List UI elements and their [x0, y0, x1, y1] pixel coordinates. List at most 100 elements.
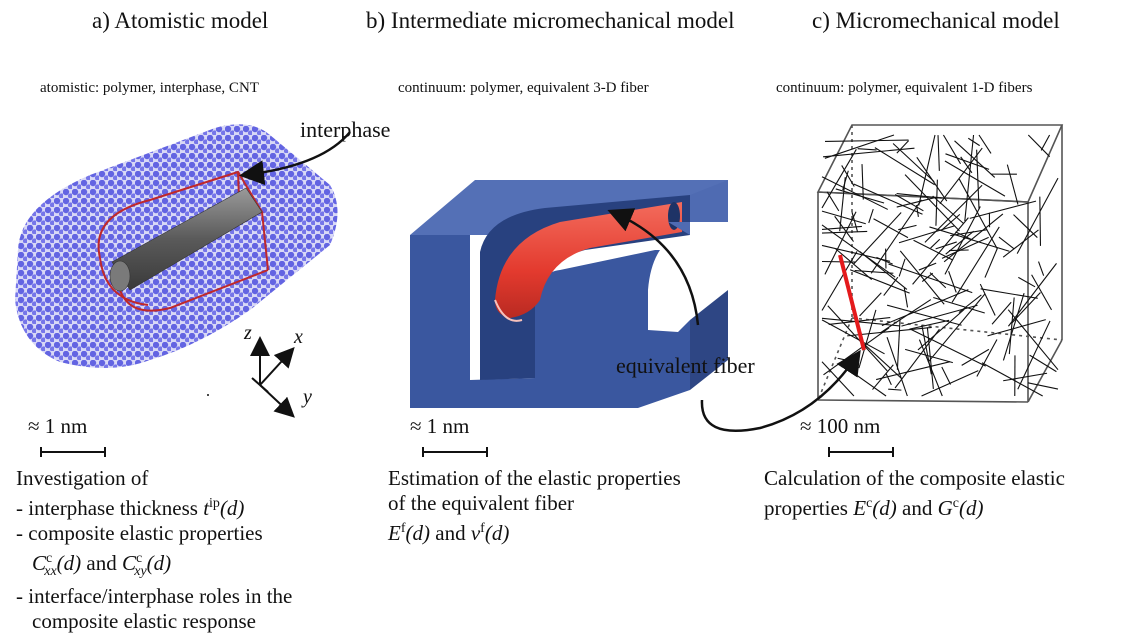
fiber-segment — [1006, 164, 1019, 205]
fiber-segment — [954, 140, 996, 178]
fiber-segment — [961, 348, 990, 366]
fiber-segment — [910, 328, 986, 367]
fiber-segment — [848, 369, 887, 397]
scale-b-text: ≈ 1 nm — [410, 414, 470, 438]
fiber-segment — [821, 149, 857, 209]
scale-c-bar — [828, 447, 894, 457]
micromechanical-model — [700, 124, 1064, 432]
fiber-segment — [880, 299, 932, 333]
fiber-segment — [1038, 261, 1045, 276]
desc-a-line3: - composite elastic properties — [16, 521, 263, 545]
fiber-segment — [821, 224, 896, 278]
desc-c-line1: Calculation of the composite elastic — [764, 466, 1065, 490]
fiber-segment — [873, 218, 909, 239]
fiber-segment — [941, 236, 989, 259]
fiber-segment — [821, 225, 862, 230]
fiber-segment — [945, 153, 990, 170]
fiber-segment — [885, 373, 892, 386]
fiber-segment — [943, 213, 1004, 263]
fiber-segment — [821, 317, 901, 327]
fiber-segment — [821, 260, 856, 263]
fiber-segment — [1017, 320, 1051, 390]
fiber-segment — [1003, 372, 1048, 382]
panel-a-title: a) Atomistic model — [92, 8, 269, 33]
fiber-segment — [876, 256, 893, 265]
fiber-segment — [958, 178, 998, 250]
axis-z-label: z — [244, 322, 252, 344]
fiber-segment — [1007, 263, 1057, 327]
fiber-segment — [918, 339, 943, 397]
fiber-segment — [888, 388, 902, 391]
fiber-segment — [849, 269, 910, 294]
fiber-segment — [901, 304, 978, 327]
fiber-segment — [821, 251, 858, 311]
fiber-segment — [924, 184, 983, 243]
equivalent-fiber-arrow — [607, 208, 700, 326]
fiber-segment — [857, 148, 877, 151]
fiber-segment — [1002, 293, 1025, 361]
fiber-segment — [984, 248, 998, 278]
fiber-segment — [987, 319, 1046, 337]
fiber-segment — [828, 317, 891, 325]
desc-a-line6: composite elastic response — [32, 609, 256, 634]
panel-c-description: Calculation of the composite elastic pro… — [764, 466, 1065, 521]
fiber-segment — [851, 211, 859, 233]
desc-a-line1: Investigation of — [16, 466, 149, 490]
fiber-segment — [944, 206, 981, 275]
fiber-segment — [941, 366, 952, 385]
fiber-segment — [927, 293, 986, 363]
fiber-segment — [898, 225, 955, 244]
fiber-segment — [976, 149, 980, 210]
fiber-segment — [853, 183, 923, 215]
fiber-segment — [824, 211, 857, 275]
atomistic-model — [15, 124, 351, 418]
fiber-segment — [1016, 177, 1059, 254]
panel-a-description: Investigation of - interphase thickness … — [16, 466, 292, 634]
fiber-segment — [898, 258, 906, 277]
fiber-segment — [896, 318, 901, 370]
fiber-segment — [904, 348, 953, 364]
desc-b-line2: of the equivalent fiber — [388, 491, 575, 515]
fiber-segment — [821, 319, 885, 355]
fiber-segment — [892, 143, 935, 183]
highlighted-fiber — [838, 254, 866, 351]
fiber-segment — [858, 309, 877, 369]
desc-c-line2: properties Ec(d) and Gc(d) — [764, 496, 984, 520]
fiber-segment — [859, 292, 882, 317]
fiber-segment — [1002, 229, 1039, 258]
fiber-segment — [853, 212, 902, 265]
fiber-segment — [827, 305, 888, 372]
fiber-segment — [841, 165, 855, 187]
fiber-segment — [861, 164, 864, 200]
fiber-segment — [932, 195, 964, 224]
fiber-segment — [870, 199, 922, 274]
fiber-segment — [944, 160, 1006, 197]
fiber-segment — [918, 134, 936, 206]
fiber-segment — [842, 170, 849, 191]
fiber-segment — [1008, 297, 1015, 355]
fiber-segment — [913, 239, 954, 261]
fiber-segment — [998, 236, 1015, 250]
equivalent-fiber-label: equivalent fiber — [616, 353, 755, 378]
fiber-segment — [929, 272, 947, 289]
coordinate-axes — [250, 336, 295, 418]
fiber-segment — [948, 270, 957, 293]
axis-y-label: y — [303, 386, 312, 408]
fiber-segment — [1039, 196, 1042, 246]
fiber-segment — [991, 301, 1012, 325]
fiber-segment — [876, 361, 951, 381]
fiber-segment — [834, 215, 854, 242]
fiber-segment — [921, 272, 934, 282]
fiber-segment — [888, 263, 973, 294]
fiber-segment — [862, 343, 903, 380]
scale-b-bar — [422, 447, 488, 457]
fiber-segment — [881, 289, 969, 327]
highlight-arrow — [700, 349, 861, 432]
fiber-segment — [872, 364, 894, 390]
scale-a-text: ≈ 1 nm — [28, 414, 88, 438]
fiber-segment — [821, 230, 868, 234]
desc-a-line4: Ccxx(d) and Ccxy(d) — [32, 551, 172, 580]
fiber-segment — [894, 194, 924, 212]
fiber-segment — [935, 241, 957, 250]
fiber-segment — [909, 319, 950, 330]
